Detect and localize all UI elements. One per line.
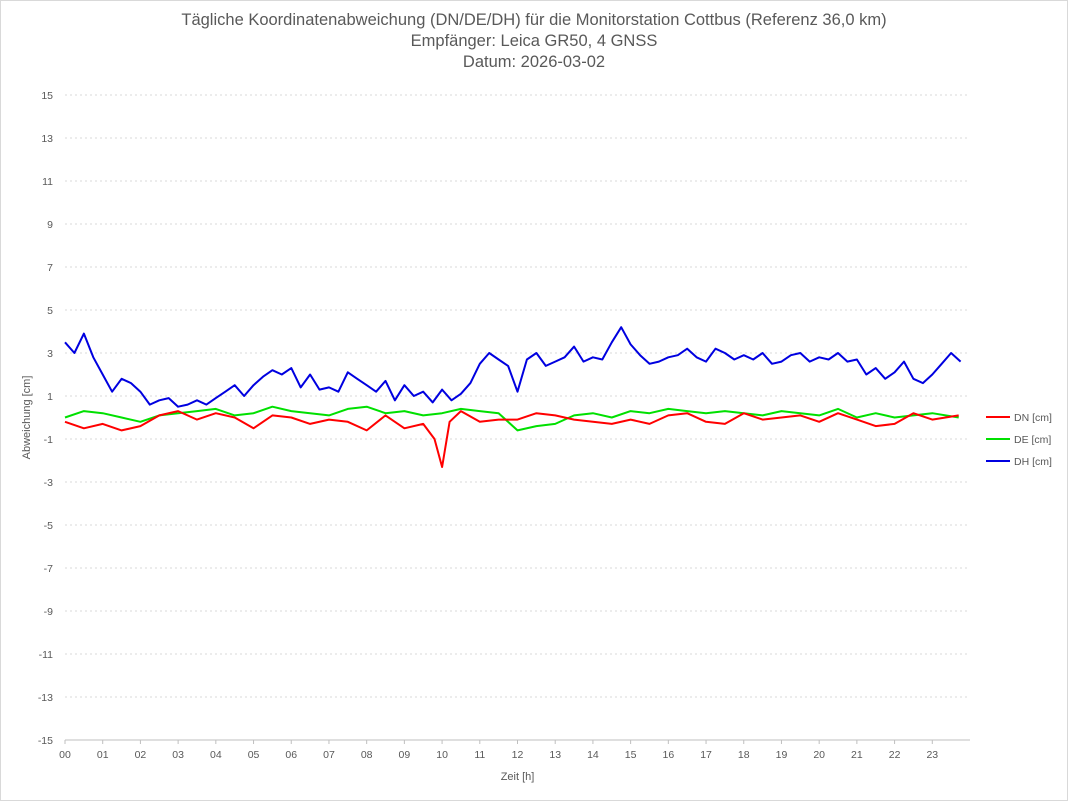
x-tick-label: 04 <box>210 749 222 761</box>
series-line-de <box>64 405 959 432</box>
x-tick-label: 14 <box>587 749 599 761</box>
y-tick-label: -15 <box>38 735 53 747</box>
y-tick-label: 15 <box>41 90 53 102</box>
series-line-dn <box>64 410 959 468</box>
chart-title: Tägliche Koordinatenabweichung (DN/DE/DH… <box>181 11 887 29</box>
x-tick-label: 15 <box>625 749 637 761</box>
legend-label: DH [cm] <box>1014 456 1052 468</box>
x-tick-label: 09 <box>399 749 411 761</box>
y-axis-ticks: 15 13 11 9 7 5 3 1 -1 -3 -5 -7 -9 -11 -13 -15 <box>38 90 53 747</box>
x-tick-label: 02 <box>135 749 147 761</box>
x-tick-label: 12 <box>512 749 524 761</box>
chart-title-block: Tägliche Koordinatenabweichung (DN/DE/DH… <box>0 10 1068 73</box>
y-tick-label: 9 <box>47 219 53 231</box>
x-tick-label: 05 <box>248 749 260 761</box>
x-tick-label: 00 <box>59 749 71 761</box>
x-tick-label: 07 <box>323 749 335 761</box>
legend-label: DN [cm] <box>1014 412 1052 424</box>
x-tick-label: 10 <box>436 749 448 761</box>
x-tick-label: 13 <box>549 749 561 761</box>
x-axis-title: Zeit [h] <box>501 771 535 783</box>
series-line-dh <box>64 326 962 408</box>
y-tick-label: -11 <box>39 649 54 661</box>
y-tick-label: 13 <box>41 133 53 145</box>
series-lines <box>64 326 962 468</box>
y-tick-label: 5 <box>47 305 53 317</box>
x-tick-label: 17 <box>700 749 712 761</box>
y-tick-label: 3 <box>47 348 53 360</box>
y-tick-label: -9 <box>44 606 53 618</box>
x-tick-label: 21 <box>851 749 863 761</box>
legend: DN [cm] DE [cm] DH [cm] <box>986 412 1052 468</box>
x-tick-label: 20 <box>813 749 825 761</box>
x-tick-label: 08 <box>361 749 373 761</box>
x-tick-label: 19 <box>776 749 788 761</box>
chart-date: Datum: 2026-03-02 <box>462 53 606 71</box>
x-tick-label: 03 <box>172 749 184 761</box>
x-tick-label: 22 <box>889 749 901 761</box>
x-tick-label: 18 <box>738 749 750 761</box>
legend-label: DE [cm] <box>1014 434 1051 446</box>
y-tick-label: 7 <box>47 262 53 274</box>
x-tick-label: 01 <box>97 749 109 761</box>
chart-subtitle: Empfänger: Leica GR50, 4 GNSS <box>410 32 658 50</box>
x-tick-label: 23 <box>926 749 938 761</box>
y-tick-label: -7 <box>44 563 53 575</box>
y-tick-label: -13 <box>38 692 53 704</box>
x-tick-label: 16 <box>662 749 674 761</box>
y-axis-title: Abweichung [cm] <box>21 376 33 460</box>
y-tick-label: 11 <box>42 176 53 188</box>
x-tick-label: 06 <box>285 749 297 761</box>
x-tick-label: 11 <box>474 749 485 761</box>
y-tick-label: -5 <box>44 520 53 532</box>
y-tick-label: -3 <box>44 477 53 489</box>
gridlines <box>65 94 970 741</box>
x-axis-ticks: 00 01 02 03 04 05 06 07 08 09 10 11 12 13 14 15 16 17 18 19… <box>59 740 938 761</box>
y-tick-label: -1 <box>44 434 53 446</box>
y-tick-label: 1 <box>47 391 53 403</box>
